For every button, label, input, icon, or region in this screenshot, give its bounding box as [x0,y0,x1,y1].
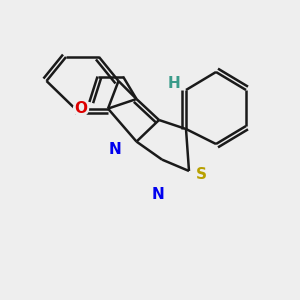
Circle shape [151,187,166,202]
Circle shape [107,142,122,157]
Circle shape [194,167,209,182]
Text: H: H [168,76,180,92]
Circle shape [74,101,88,116]
Text: O: O [74,101,88,116]
Text: N: N [108,142,121,157]
Text: S: S [196,167,207,182]
Text: N: N [152,187,164,202]
Circle shape [167,76,182,92]
